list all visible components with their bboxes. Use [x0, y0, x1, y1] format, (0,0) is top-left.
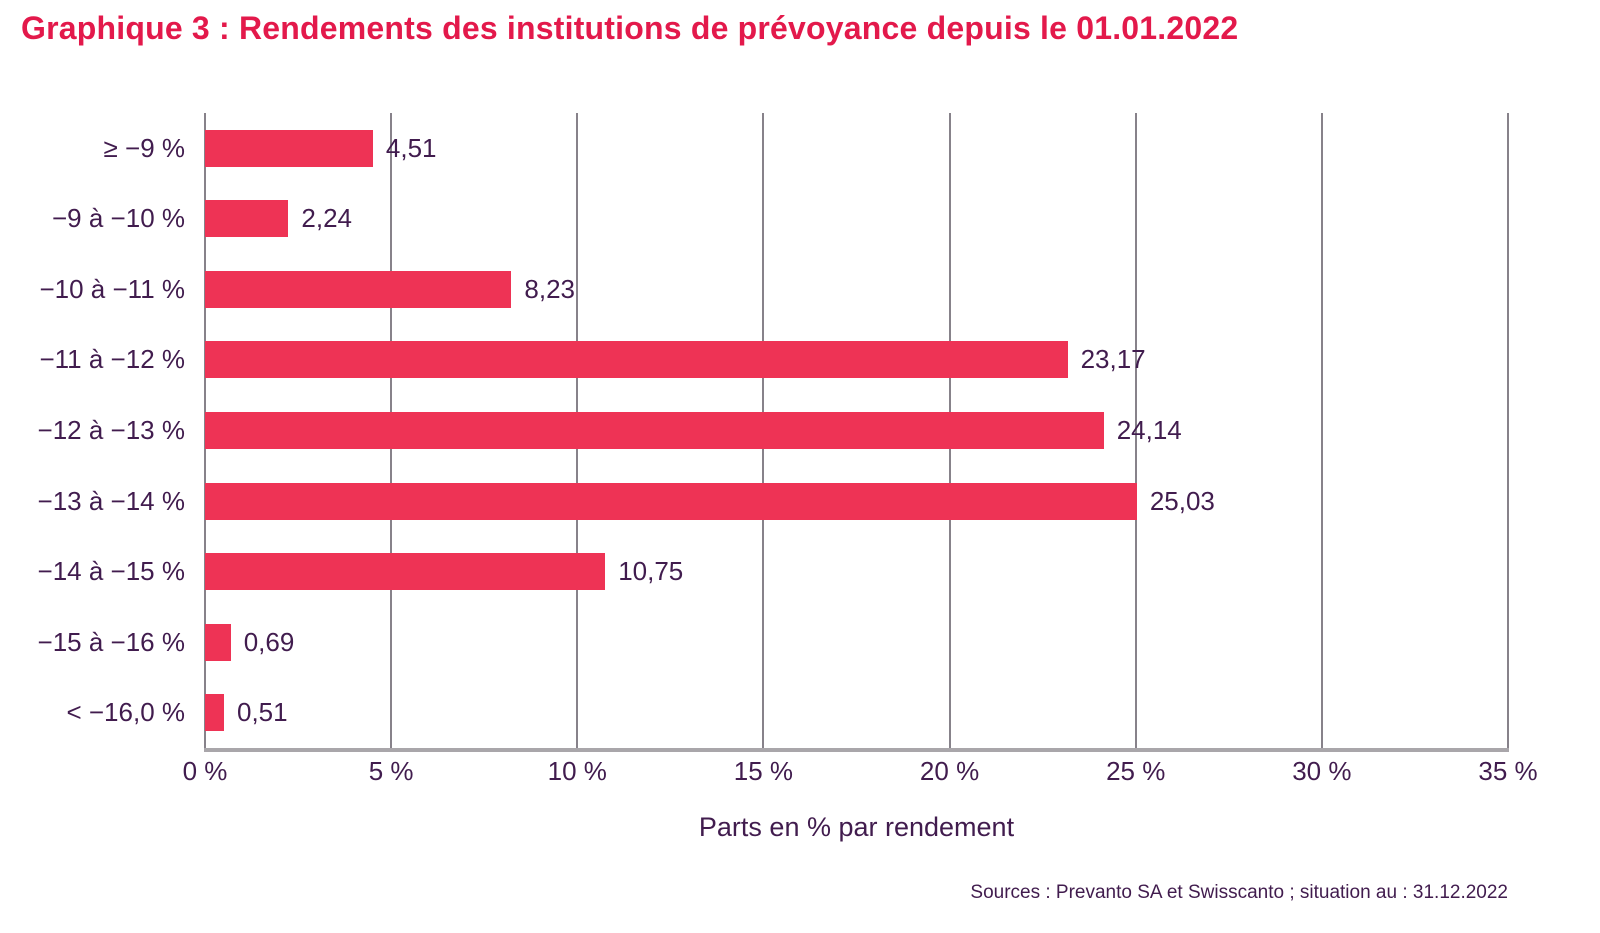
bar-row: 2,24	[205, 184, 1508, 255]
bar-row: 24,14	[205, 395, 1508, 466]
bar-row: 10,75	[205, 536, 1508, 607]
y-axis-label: < −16,0 %	[66, 697, 185, 728]
bar-value-label: 8,23	[524, 273, 575, 304]
y-axis-label: −12 à −13 %	[37, 415, 185, 446]
bar-value-label: 24,14	[1116, 415, 1182, 446]
x-tick-label: 10 %	[547, 756, 607, 786]
bar-value-label: 0,69	[243, 626, 295, 657]
x-axis-line	[204, 748, 1509, 752]
gridline	[1320, 113, 1323, 748]
bar-row: 8,23	[205, 254, 1508, 325]
bar	[205, 553, 606, 591]
gridline	[1507, 113, 1509, 748]
y-axis-label: −10 à −11 %	[39, 273, 185, 304]
bar	[205, 270, 512, 308]
bar	[205, 623, 231, 661]
x-tick-label: 35 %	[1478, 756, 1538, 786]
bar	[205, 129, 373, 167]
bar-value-label: 2,24	[301, 203, 352, 234]
y-axis-label: ≥ −9 %	[103, 132, 185, 163]
bar	[205, 482, 1137, 520]
bar-row: 25,03	[205, 466, 1508, 537]
y-axis-label: −14 à −15 %	[37, 556, 185, 587]
y-axis-label: −9 à −10 %	[52, 203, 185, 234]
bar-value-label: 0,51	[236, 697, 288, 728]
x-tick-label: 15 %	[733, 756, 794, 786]
x-tick-label: 25 %	[1106, 756, 1166, 786]
y-axis-label: −15 à −16 %	[37, 626, 185, 657]
bar-row: 0,51	[205, 678, 1508, 749]
y-axis-label: −11 à −12 %	[39, 344, 185, 375]
bar	[205, 412, 1104, 450]
bar-row: 23,17	[205, 325, 1508, 396]
x-tick-label: 5 %	[368, 756, 414, 786]
x-axis-title: Parts en % par rendement	[698, 812, 1015, 842]
bar-row: 4,51	[205, 113, 1508, 184]
bar	[205, 341, 1068, 379]
bar-value-label: 4,51	[385, 132, 437, 163]
plot-area: 4,51 2,24 8,23 23,17 24,14 25,03 10,75 0,69 0,51	[204, 113, 1509, 752]
y-axis-labels: ≥ −9 % −9 à −10 % −10 à −11 % −11 à −12 % −1…	[0, 113, 185, 748]
bar-value-label: 25,03	[1149, 485, 1215, 516]
bar	[205, 694, 224, 732]
source-caption: Sources : Prevanto SA et Swisscanto ; si…	[970, 882, 1508, 903]
bar-row: 0,69	[205, 607, 1508, 678]
x-tick-label: 20 %	[919, 756, 980, 786]
bar-value-label: 23,17	[1080, 344, 1146, 375]
chart-title: Graphique 3 : Rendements des institution…	[21, 10, 1239, 46]
y-axis-label: −13 à −14 %	[37, 485, 185, 516]
x-tick-label: 0 %	[182, 756, 228, 786]
bar	[205, 200, 289, 238]
x-tick-label: 30 %	[1292, 756, 1352, 786]
gridline	[1134, 113, 1137, 748]
x-axis-ticks: 0 % 5 % 10 % 15 % 20 % 25 % 30 % 35 %	[0, 756, 1600, 796]
bar-value-label: 10,75	[618, 556, 684, 587]
bar-rows: 4,51 2,24 8,23 23,17 24,14 25,03 10,75 0,69 0,51	[205, 113, 1508, 748]
